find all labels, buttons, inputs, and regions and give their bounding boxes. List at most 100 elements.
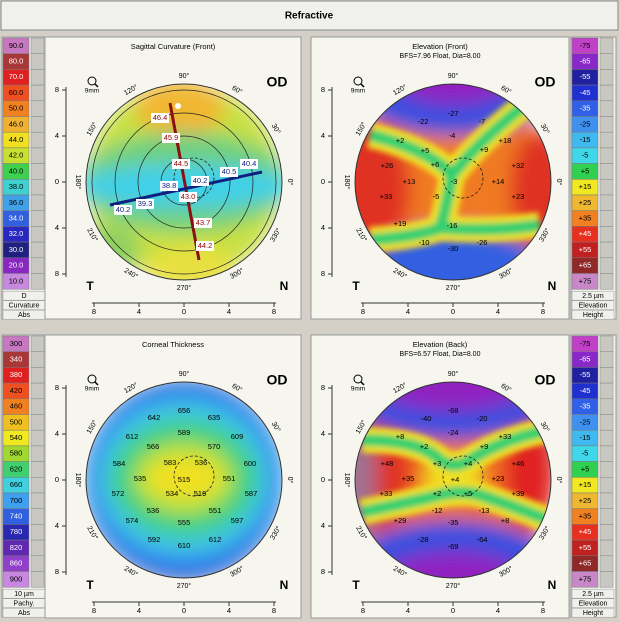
scale-footer: 2.5 µm: [582, 591, 604, 598]
map-value: 46.4: [153, 113, 168, 122]
label-box: [114, 205, 132, 215]
map-value: +2: [420, 442, 429, 451]
y-tick-label: 4: [321, 223, 325, 232]
scale-strip: [599, 69, 614, 86]
angle-label: 180°: [74, 175, 82, 190]
scale-strip: [30, 273, 45, 290]
map-value: 43.7: [196, 218, 211, 227]
map-value: 612: [126, 432, 139, 441]
scale-strip: [30, 555, 45, 572]
map-value: +5: [464, 489, 473, 498]
scale-label: +65: [579, 559, 592, 568]
scale-strip: [599, 116, 614, 133]
map-value: -28: [418, 535, 429, 544]
map-value: -69: [448, 542, 459, 551]
x-tick-label: 4: [496, 606, 500, 615]
scale-strip: [599, 37, 614, 54]
scale-strip: [599, 414, 614, 431]
x-tick-label: 8: [92, 307, 96, 316]
label-box: [220, 167, 238, 177]
map-value: -68: [448, 406, 459, 415]
scale-label: +75: [579, 276, 592, 285]
y-tick-label: 8: [321, 269, 325, 278]
scale-strip: [599, 508, 614, 525]
y-tick-label: 8: [55, 269, 59, 278]
angle-label: 180°: [74, 473, 82, 488]
zoom-label: 9mm: [351, 88, 365, 95]
scale-label: 34.0: [9, 214, 24, 223]
y-tick-label: 0: [55, 177, 59, 186]
scale-label: 40.0: [9, 166, 24, 175]
angle-label: 270°: [177, 582, 192, 590]
label-box: [179, 192, 197, 202]
scale-strip: [30, 147, 45, 164]
scale-label: -5: [582, 449, 589, 458]
scale-label: 340: [10, 355, 23, 364]
scale-footer: Elevation: [579, 303, 608, 310]
y-tick-label: 0: [321, 475, 325, 484]
map-value: 40.4: [242, 159, 257, 168]
map-value: 515: [178, 475, 191, 484]
map-value: +23: [512, 192, 525, 201]
window-title: Refractive: [285, 11, 334, 22]
label-box: [240, 159, 258, 169]
band-green: [368, 100, 541, 246]
scale-strip: [599, 194, 614, 211]
scale-label: 820: [10, 543, 23, 552]
scale-label: -45: [580, 88, 591, 97]
map-value: 44.5: [174, 159, 189, 168]
scale-label: 580: [10, 449, 23, 458]
scale-label: 44.0: [9, 135, 24, 144]
map-value: +2: [433, 489, 442, 498]
zoom-icon-handle: [94, 381, 99, 386]
scale-label: 380: [10, 370, 23, 379]
map-value: +29: [394, 516, 407, 525]
map-value: -5: [433, 192, 440, 201]
scale-label: -15: [580, 433, 591, 442]
y-tick-label: 4: [55, 223, 59, 232]
map-value: 38.8: [162, 181, 177, 190]
scale-strip: [30, 492, 45, 509]
scale-strip: [30, 382, 45, 400]
y-tick-label: 4: [55, 521, 59, 530]
angle-label: 270°: [446, 582, 461, 590]
map-value: 566: [147, 442, 160, 451]
scale-strip: [599, 84, 614, 102]
pupil: [442, 455, 484, 497]
map-value: +6: [431, 160, 440, 169]
scale-footer-box: [571, 598, 615, 608]
color-map: [86, 382, 282, 578]
scale-label: 500: [10, 417, 23, 426]
scale-strip: [30, 84, 45, 102]
scale-label: 300: [10, 339, 23, 348]
y-tick-label: 4: [321, 131, 325, 140]
angle-label: 90°: [179, 72, 190, 80]
scale-footer: 2.5 µm: [582, 293, 604, 300]
scale-swatch: [571, 273, 599, 290]
scale-strip: [30, 351, 45, 368]
scale-label: 420: [10, 386, 23, 395]
map-value: +5: [421, 146, 430, 155]
map-value: 519: [194, 489, 207, 498]
panel-subtitle: BFS=6.57 Float, Dia=8.00: [400, 351, 481, 358]
map-value: -13: [479, 506, 490, 515]
map-value: -4: [449, 131, 456, 140]
panel-subtitle: BFS=7.96 Float, Dia=8.00: [400, 53, 481, 60]
scale-label: +35: [579, 214, 592, 223]
scale-strip: [30, 367, 45, 384]
color-map: [355, 382, 551, 578]
map-value: +4: [464, 459, 473, 468]
scale-footer: Abs: [18, 610, 31, 617]
scale-label: 80.0: [9, 57, 24, 66]
scale-label: -35: [580, 402, 591, 411]
map-value: 635: [208, 413, 221, 422]
scale-footer: Curvature: [9, 303, 40, 310]
scale-label: +15: [579, 182, 592, 191]
map-value: -22: [418, 117, 429, 126]
zoom-icon: [87, 374, 97, 384]
scale-strip: [30, 429, 45, 447]
scale-strip: [30, 100, 45, 117]
map-outline: [85, 83, 283, 281]
